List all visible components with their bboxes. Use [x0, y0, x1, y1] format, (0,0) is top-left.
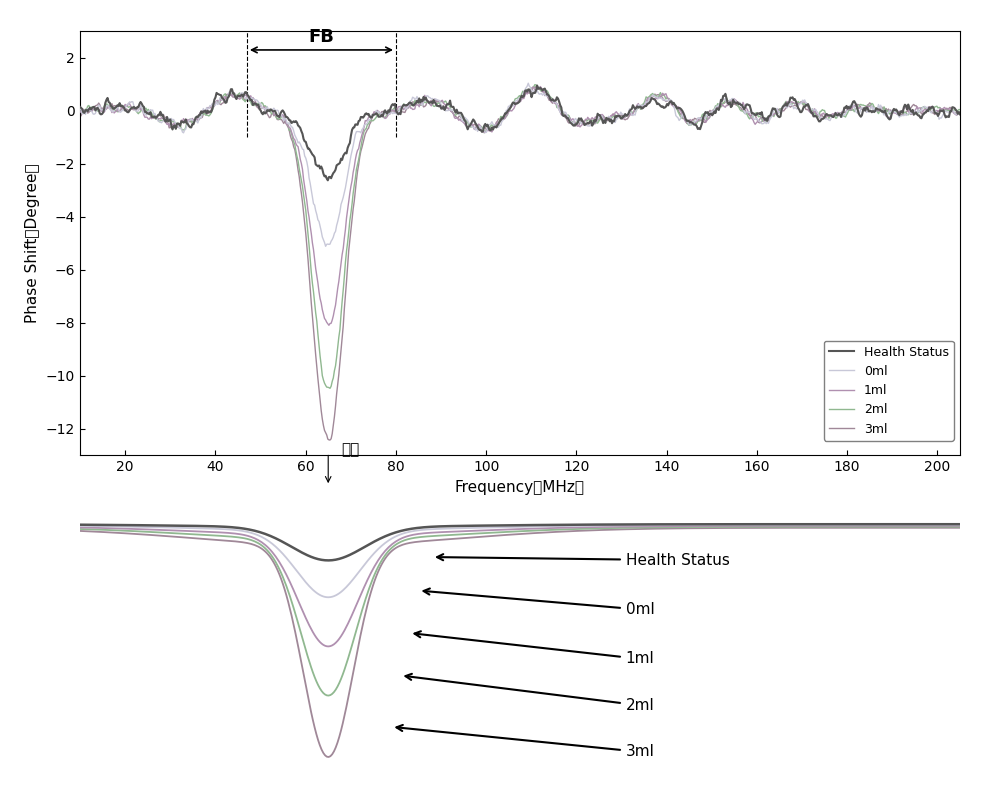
Text: 3ml: 3ml — [396, 725, 654, 759]
Text: 0ml: 0ml — [424, 589, 654, 617]
Text: FB: FB — [308, 28, 334, 46]
Text: Health Status: Health Status — [437, 553, 729, 568]
Text: 1ml: 1ml — [415, 631, 654, 666]
Text: 2ml: 2ml — [405, 674, 654, 713]
X-axis label: Frequency（MHz）: Frequency（MHz） — [455, 480, 585, 495]
Legend: Health Status, 0ml, 1ml, 2ml, 3ml: Health Status, 0ml, 1ml, 2ml, 3ml — [824, 341, 954, 440]
Y-axis label: Phase Shift（Degree）: Phase Shift（Degree） — [25, 163, 40, 323]
Text: 放大: 放大 — [342, 442, 360, 457]
